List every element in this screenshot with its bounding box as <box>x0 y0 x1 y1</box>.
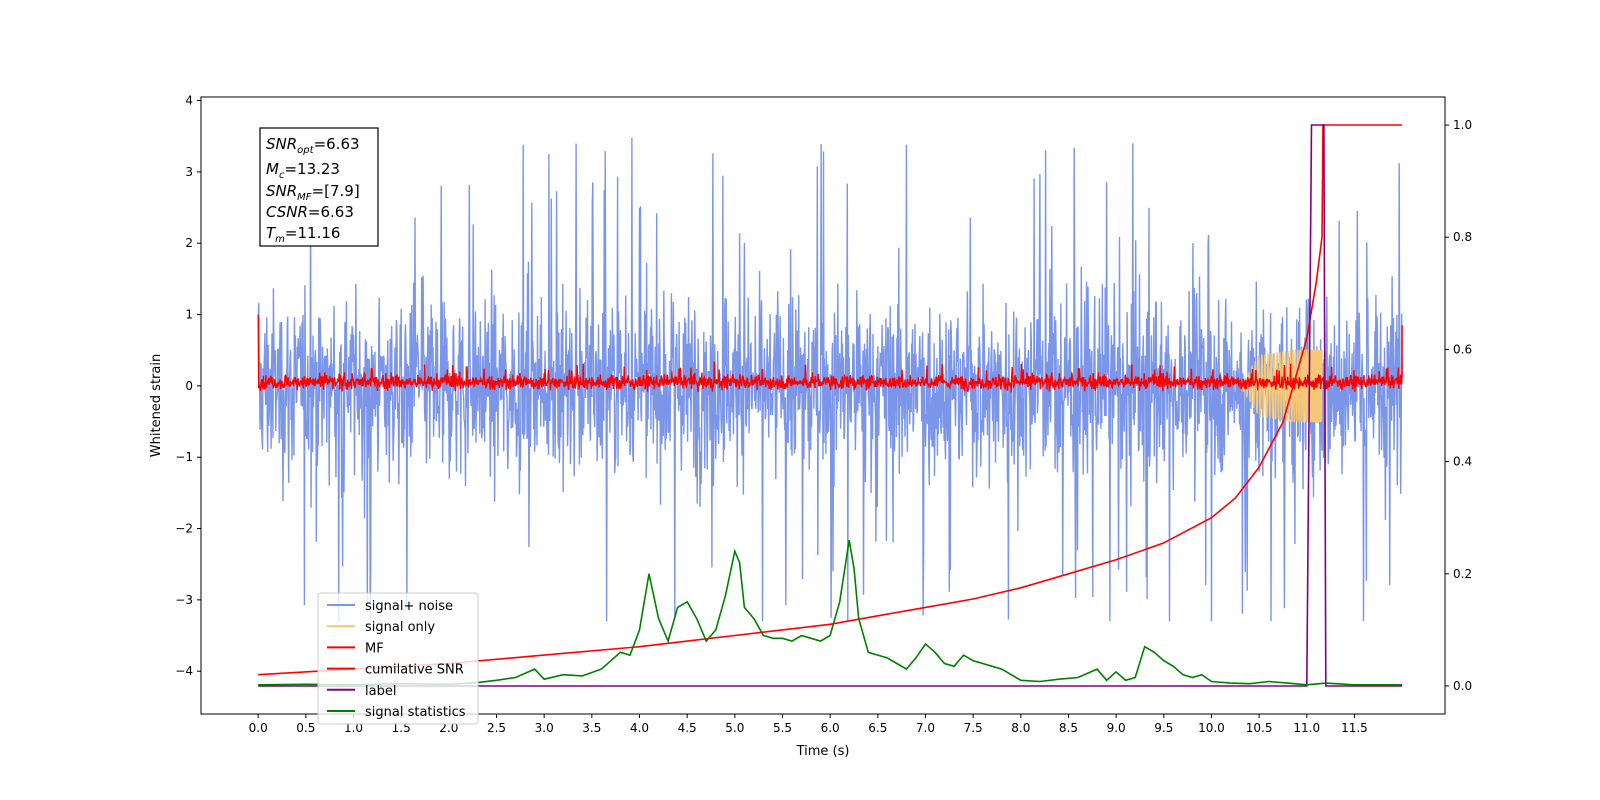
y-right-tick-label: 0.6 <box>1453 342 1472 356</box>
x-tick-label: 3.5 <box>582 721 601 735</box>
x-tick-label: 9.5 <box>1154 721 1173 735</box>
x-tick-label: 6.0 <box>821 721 840 735</box>
y-left-tick-label: −1 <box>175 450 193 464</box>
x-tick-label: 6.5 <box>868 721 887 735</box>
legend-entry: signal only <box>365 620 435 635</box>
y-right-tick-label: 1.0 <box>1453 118 1472 132</box>
x-tick-label: 10.5 <box>1246 721 1273 735</box>
x-tick-label: 4.0 <box>630 721 649 735</box>
y-left-tick-label: 1 <box>185 308 193 322</box>
x-tick-label: 11.0 <box>1293 721 1320 735</box>
info-snr-mf: SNRMF=[7.9] <box>266 182 360 203</box>
x-tick-label: 11.5 <box>1341 721 1368 735</box>
info-snr-opt: SNRopt=6.63 <box>266 135 360 156</box>
y-left-tick-label: 3 <box>185 165 193 179</box>
x-tick-label: 8.5 <box>1059 721 1078 735</box>
info-box-frame <box>259 127 379 247</box>
series-signal-noise <box>257 137 1403 622</box>
legend-entry: label <box>365 684 396 699</box>
y-right-tick-label: 0.4 <box>1453 455 1472 469</box>
y-left-tick-label: 2 <box>185 236 193 250</box>
x-tick-label: 7.0 <box>916 721 935 735</box>
info-tm: Tm=11.16 <box>266 224 340 245</box>
x-tick-label: 3.0 <box>535 721 554 735</box>
y-left-tick-label: −2 <box>175 522 193 536</box>
x-tick-label: 2.5 <box>487 721 506 735</box>
info-mc: Mc=13.23 <box>266 160 340 181</box>
y-right-tick-label: 0.0 <box>1453 679 1472 693</box>
axes: 0.0 0.5 1.0 1.5 2.0 2.5 3.0 3.5 4.0 4.5 5.0 5.5 6.0 6… <box>149 94 1472 759</box>
legend: signal+ noise signal only MF cumilative SNR… <box>317 592 479 725</box>
legend-entry: signal statistics <box>365 705 466 720</box>
y-left-tick-label: 4 <box>185 94 193 108</box>
series-label <box>258 124 1403 687</box>
series-signal-statistics <box>258 539 1403 686</box>
series-mf <box>257 314 1403 393</box>
legend-frame <box>317 592 479 725</box>
x-tick-label: 9.0 <box>1107 721 1126 735</box>
y-left-tick-label: −4 <box>175 664 193 678</box>
x-tick-label: 5.5 <box>773 721 792 735</box>
y-left-tick-label: 0 <box>185 379 193 393</box>
legend-entry: MF <box>365 641 384 656</box>
x-tick-label: 5.0 <box>725 721 744 735</box>
x-axis-label: Time (s) <box>796 744 850 759</box>
plot-area <box>257 124 1403 687</box>
x-tick-label: 8.0 <box>1011 721 1030 735</box>
x-tick-label: 0.5 <box>296 721 315 735</box>
x-tick-label: 0.0 <box>249 721 268 735</box>
y-axis-label: Whitened strain <box>149 354 164 457</box>
info-csnr: CSNR=6.63 <box>266 203 354 221</box>
axes-frame <box>200 96 1446 715</box>
info-box: SNRopt=6.63 Mc=13.23 SNRMF=[7.9] CSNR=6.… <box>259 127 379 247</box>
x-tick-label: 10.0 <box>1198 721 1225 735</box>
legend-entry: cumilative SNR <box>365 663 464 678</box>
x-tick-label: 4.5 <box>678 721 697 735</box>
y-right-tick-label: 0.8 <box>1453 230 1472 244</box>
legend-entry: signal+ noise <box>365 599 453 614</box>
y-left-tick-label: −3 <box>175 593 193 607</box>
y-right-tick-label: 0.2 <box>1453 567 1472 581</box>
x-tick-label: 7.5 <box>964 721 983 735</box>
